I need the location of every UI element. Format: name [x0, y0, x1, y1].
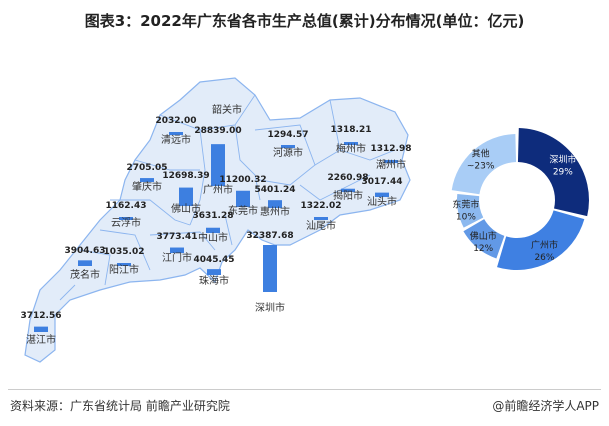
bar-梅州市	[344, 142, 358, 145]
city-label: 韶关市	[212, 103, 242, 116]
city-label: 梅州市	[336, 142, 366, 155]
bar-揭阳市	[341, 188, 355, 192]
slice-percent: 29%	[553, 167, 573, 177]
bar-value-label: 1035.02	[104, 247, 145, 257]
city-label: 汕头市	[367, 195, 397, 208]
guangdong-map	[24, 77, 411, 363]
bar-value-label: 5401.24	[255, 185, 296, 195]
city-label: 惠州市	[260, 205, 290, 218]
city-label: 揭阳市	[333, 189, 363, 202]
slice-label: 广州市	[531, 239, 558, 251]
bar-value-label: 28839.00	[194, 126, 241, 136]
bar-河源市	[281, 145, 295, 148]
bar-value-label: 3631.28	[193, 211, 234, 221]
city-label: 中山市	[198, 231, 228, 244]
chart-title: 图表3：2022年广东省各市生产总值(累计)分布情况(单位：亿元)	[84, 12, 525, 30]
bar-广州市	[211, 144, 225, 186]
bar-中山市	[206, 227, 220, 233]
slice-label: 深圳市	[549, 153, 576, 165]
bar-value-label: 1294.57	[268, 130, 309, 140]
city-label: 云浮市	[111, 216, 141, 229]
bar-value-label: 1318.21	[331, 125, 372, 135]
bar-清远市	[169, 132, 183, 135]
bar-阳江市	[117, 263, 131, 266]
bar-佛山市	[179, 187, 193, 206]
bar-value-label: 12698.39	[162, 171, 209, 181]
bar-value-label: 3017.44	[362, 177, 403, 187]
city-borders	[59, 94, 396, 301]
city-label: 汕尾市	[306, 219, 336, 232]
city-label: 广州市	[203, 183, 233, 196]
bar-value-label: 1312.98	[371, 144, 412, 154]
city-label: 江门市	[162, 251, 192, 264]
donut-slice-广州市	[497, 210, 585, 270]
bar-东莞市	[236, 190, 250, 207]
bar-value-label: 1162.43	[106, 201, 147, 211]
slice-label: 东莞市	[452, 199, 479, 211]
bar-湛江市	[34, 326, 48, 332]
bar-云浮市	[119, 217, 133, 220]
bar-惠州市	[268, 200, 282, 208]
city-label: 肇庆市	[132, 180, 162, 193]
donut-slice-东莞市	[457, 193, 484, 228]
map-shape	[24, 77, 411, 363]
donut-slice-深圳市	[517, 128, 590, 217]
slice-percent: 10%	[456, 213, 476, 223]
city-label: 潮州市	[376, 158, 406, 171]
bar-value-label: 11200.32	[219, 175, 266, 185]
city-label: 佛山市	[171, 202, 201, 215]
source-note: 资料来源：广东省统计局 前瞻产业研究院	[10, 399, 230, 413]
bar-茂名市	[78, 260, 92, 266]
bar-value-label: 2260.98	[328, 173, 369, 183]
bar-value-label: 2032.00	[156, 116, 197, 126]
bar-value-label: 4045.45	[194, 255, 235, 265]
bar-value-label: 3712.56	[21, 311, 62, 321]
bar-value-label: 32387.68	[246, 231, 293, 241]
bar-value-label: 3773.41	[157, 232, 198, 242]
bar-value-label: 1322.02	[301, 201, 342, 211]
slice-percent: ~23%	[467, 162, 495, 172]
footer-divider	[8, 389, 601, 390]
bar-value-label: 2705.05	[127, 163, 168, 173]
donut-slice-佛山市	[463, 219, 505, 259]
slice-label: 其他	[472, 148, 490, 160]
city-label: 珠海市	[199, 274, 229, 287]
bar-肇庆市	[140, 178, 154, 182]
city-label: 湛江市	[26, 333, 56, 346]
donut-slice-其他	[451, 134, 517, 195]
city-label: 河源市	[273, 146, 303, 159]
bar-珠海市	[207, 269, 221, 275]
bar-汕尾市	[314, 217, 328, 220]
bar-江门市	[170, 247, 184, 253]
bar-汕头市	[375, 192, 389, 197]
slice-percent: 26%	[534, 253, 554, 263]
city-label: 茂名市	[70, 268, 100, 281]
slice-label: 佛山市	[470, 230, 497, 242]
bar-潮州市	[384, 160, 398, 163]
city-label: 东莞市	[228, 204, 258, 217]
credit: @前瞻经济学人APP	[492, 399, 599, 413]
city-label: 阳江市	[109, 263, 139, 276]
bar-深圳市	[263, 245, 277, 292]
city-label: 深圳市	[255, 301, 285, 314]
bar-value-label: 3904.63	[65, 246, 106, 256]
slice-percent: 12%	[473, 244, 493, 254]
city-label: 清远市	[161, 133, 191, 146]
